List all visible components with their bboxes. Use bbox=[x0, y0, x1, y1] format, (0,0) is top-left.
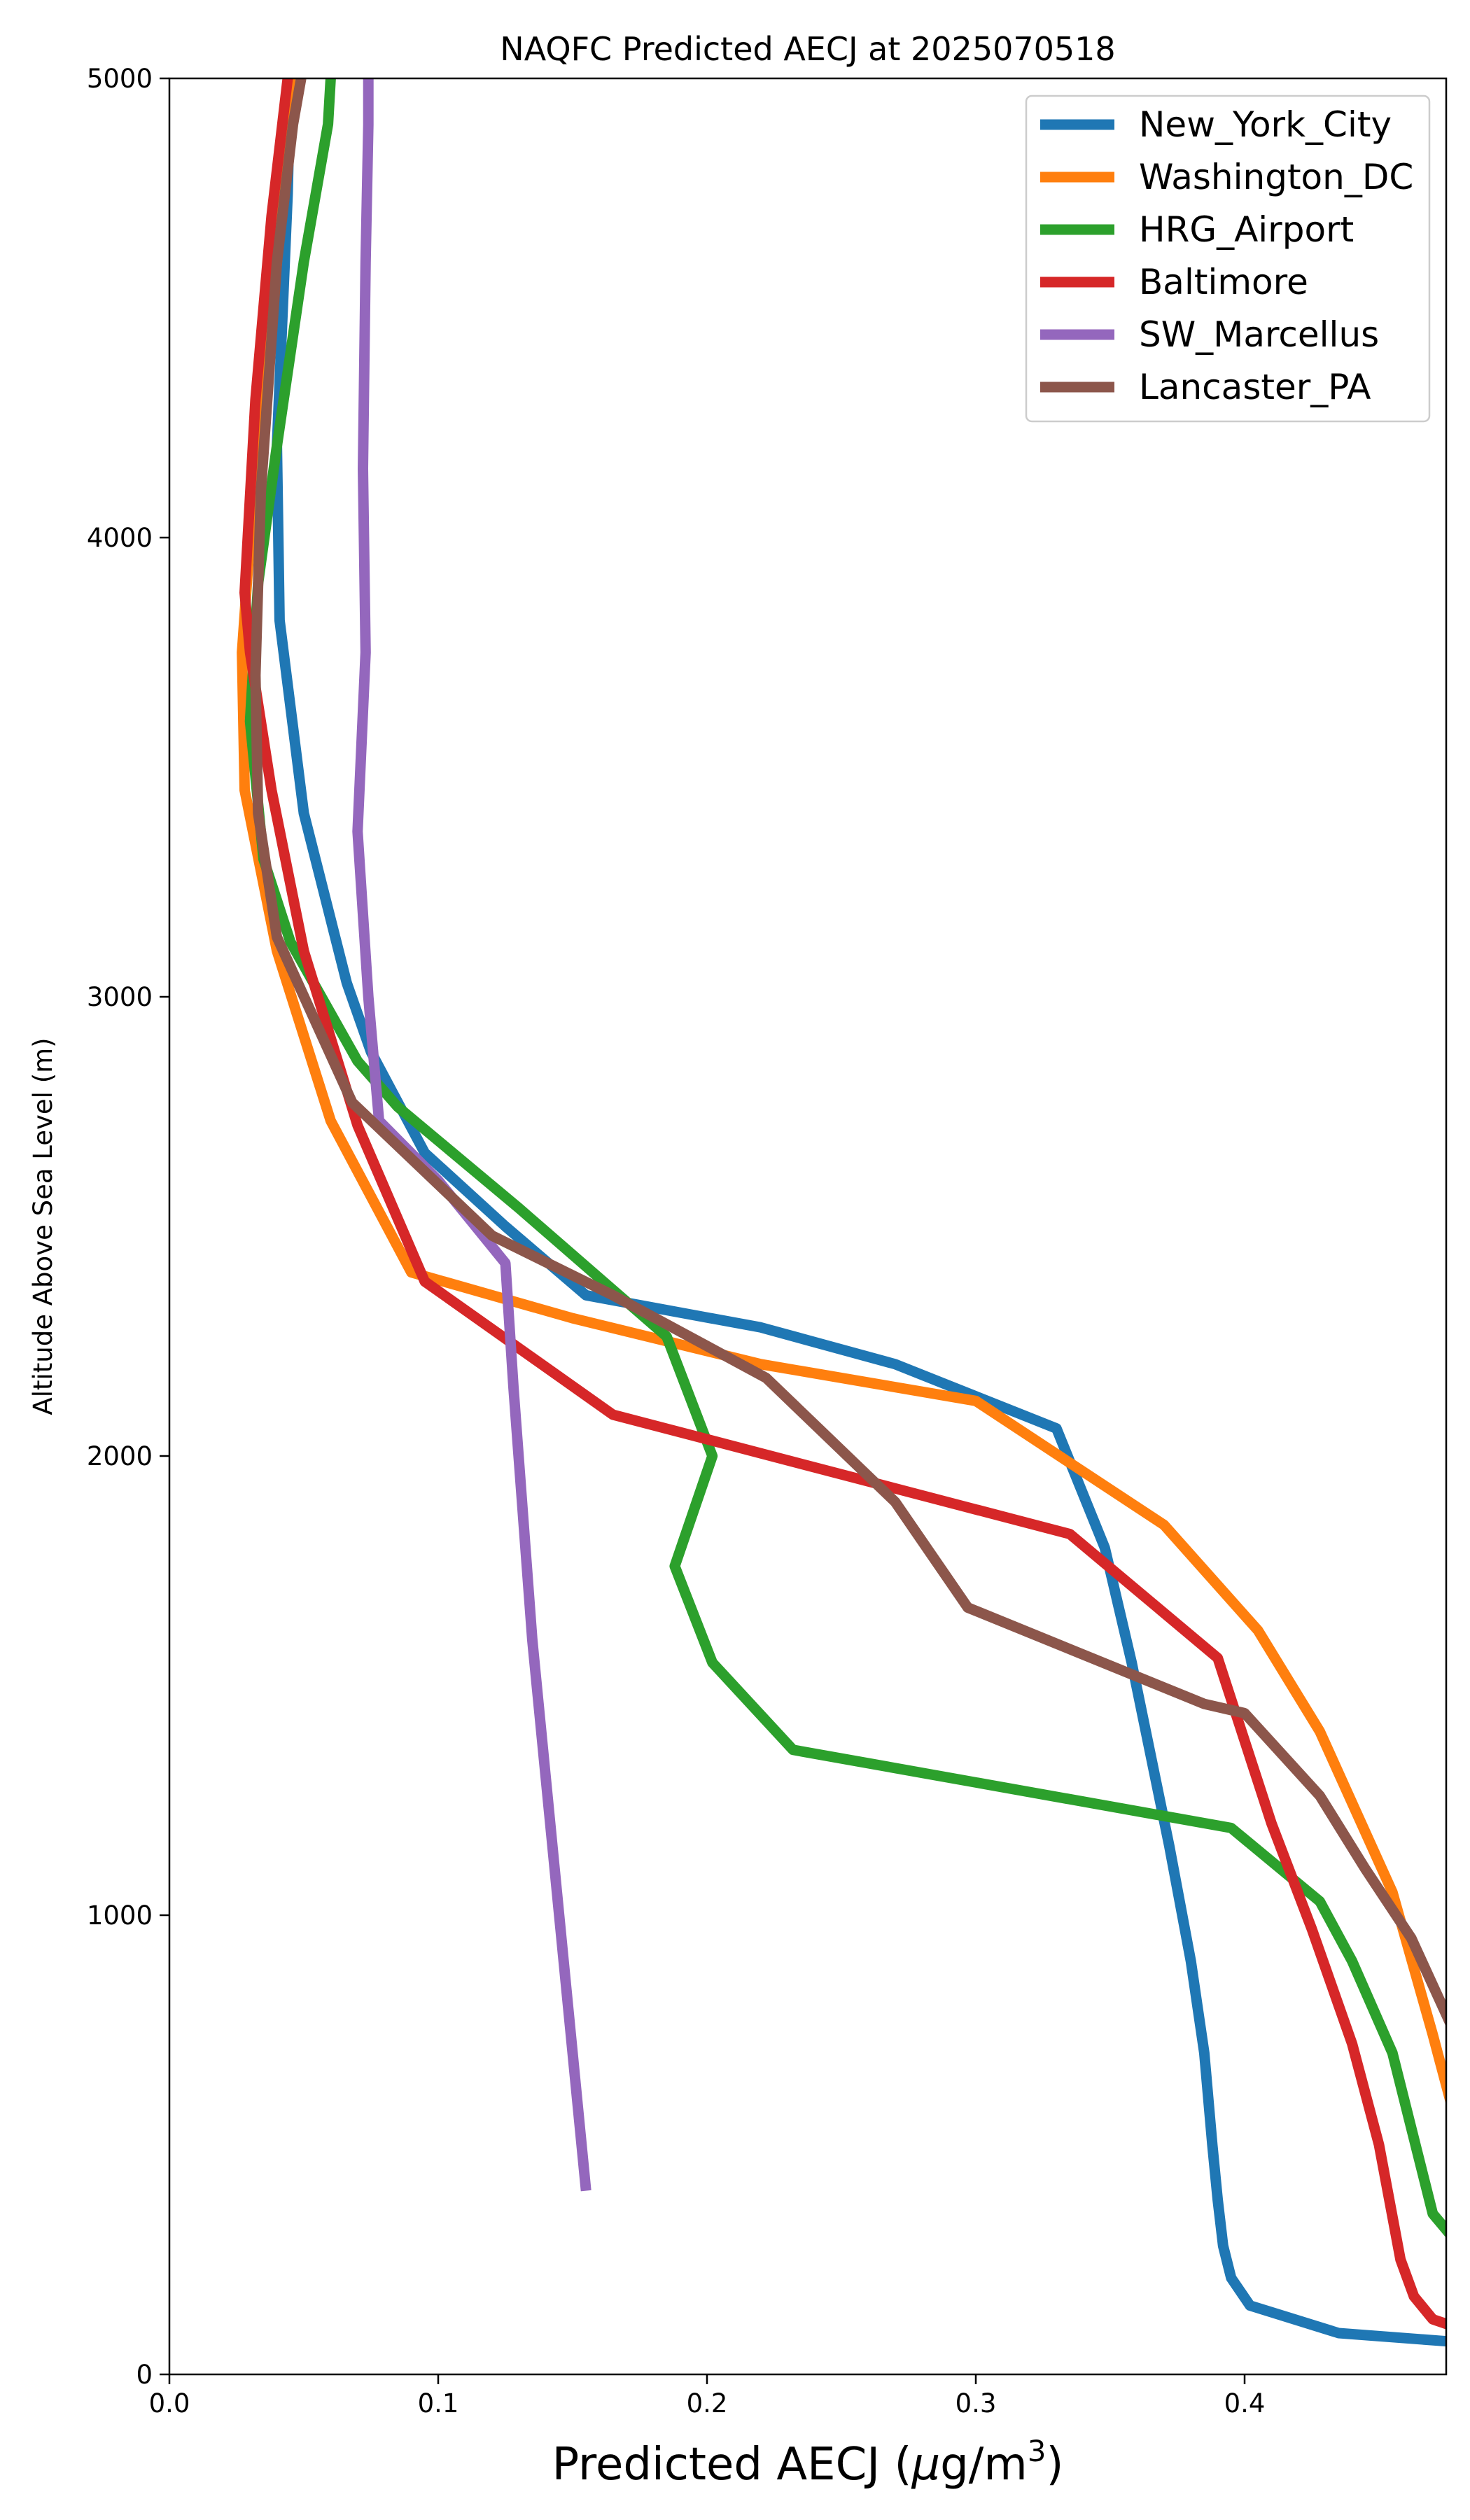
y-tick-label: 3000 bbox=[87, 982, 153, 1012]
series-line-sw-marcellus bbox=[352, 78, 592, 2192]
x-axis-label-close: ) bbox=[1046, 2439, 1063, 2491]
legend-label-washington-dc: Washington_DC bbox=[1139, 157, 1413, 197]
legend-label-baltimore: Baltimore bbox=[1139, 262, 1308, 302]
x-axis-label-unit: g/m bbox=[940, 2439, 1028, 2491]
legend-label-lancaster-pa: Lancaster_PA bbox=[1139, 367, 1371, 407]
x-axis-label: Predicted AECJ (μg/m3) bbox=[552, 2434, 1064, 2491]
x-axis-label-main: Predicted AECJ ( bbox=[552, 2439, 912, 2491]
legend-frame bbox=[1025, 94, 1431, 423]
y-tick-label: 0 bbox=[136, 2360, 153, 2390]
y-axis-label: Altitude Above Sea Level (m) bbox=[28, 1037, 58, 1415]
series-line-new-york-city bbox=[272, 78, 1446, 2347]
y-tick-label: 4000 bbox=[87, 523, 153, 553]
series-line-lancaster-pa bbox=[250, 78, 1446, 2027]
plot-frame bbox=[168, 77, 1448, 2376]
x-axis-label-mu: μ bbox=[911, 2439, 940, 2491]
x-tick-label: 0.1 bbox=[418, 2388, 459, 2418]
x-tick-label: 0.4 bbox=[1224, 2388, 1266, 2418]
legend-label-sw-marcellus: SW_Marcellus bbox=[1139, 314, 1379, 355]
y-axis-ticks: 0 1000 2000 3000 4000 5000 bbox=[87, 64, 169, 2390]
legend: New_York_City Washington_DC HRG_Airport Bal… bbox=[1025, 94, 1431, 423]
x-tick-label: 0.2 bbox=[687, 2388, 728, 2418]
legend-label-hrg-airport: HRG_Airport bbox=[1139, 209, 1354, 250]
x-axis-ticks: 0.0 0.1 0.2 0.3 0.4 bbox=[149, 2374, 1266, 2418]
x-axis-label-superscript: 3 bbox=[1028, 2434, 1046, 2468]
series-line-baltimore bbox=[239, 78, 1446, 2330]
x-tick-label: 0.3 bbox=[955, 2388, 997, 2418]
y-tick-label: 1000 bbox=[87, 1900, 153, 1931]
y-tick-label: 5000 bbox=[87, 64, 153, 94]
legend-label-new-york-city: New_York_City bbox=[1139, 104, 1392, 145]
y-tick-label: 2000 bbox=[87, 1441, 153, 1471]
series-layer bbox=[237, 78, 1446, 2347]
x-tick-label: 0.0 bbox=[149, 2388, 190, 2418]
chart-title: NAQFC Predicted AECJ at 2025070518 bbox=[500, 30, 1115, 68]
series-line-hrg-airport bbox=[244, 78, 1446, 2239]
